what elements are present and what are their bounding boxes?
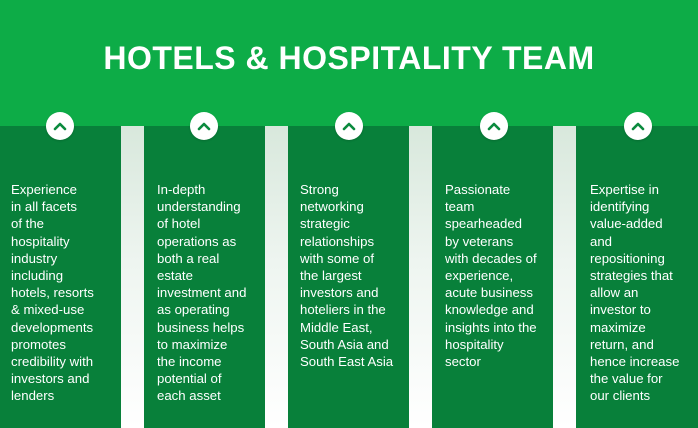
panel-divider <box>409 126 432 428</box>
panel-divider <box>265 126 288 428</box>
panel-text: Passionate team spearheaded by veterans … <box>445 182 537 370</box>
panel-experience <box>0 126 121 428</box>
page-title: HOTELS & HOSPITALITY TEAM <box>103 40 595 76</box>
panel-passionate-team <box>432 126 553 428</box>
panel-text: Strong networking strategic relationship… <box>300 182 394 370</box>
panel-expertise <box>576 126 698 428</box>
chevron-up-icon <box>46 112 74 140</box>
panel-networking <box>288 126 409 428</box>
panel-text: In-depth understanding of hotel operatio… <box>157 182 247 404</box>
panel-text: Experience in all facets of the hospital… <box>11 182 94 404</box>
header-banner: HOTELS & HOSPITALITY TEAM <box>0 0 698 126</box>
panel-divider <box>121 126 144 428</box>
chevron-up-icon <box>190 112 218 140</box>
panel-text: Expertise in identifying value-added and… <box>590 182 680 404</box>
chevron-up-icon <box>335 112 363 140</box>
chevron-up-icon <box>624 112 652 140</box>
panel-divider <box>553 126 576 428</box>
panel-understanding <box>144 126 265 428</box>
chevron-up-icon <box>480 112 508 140</box>
